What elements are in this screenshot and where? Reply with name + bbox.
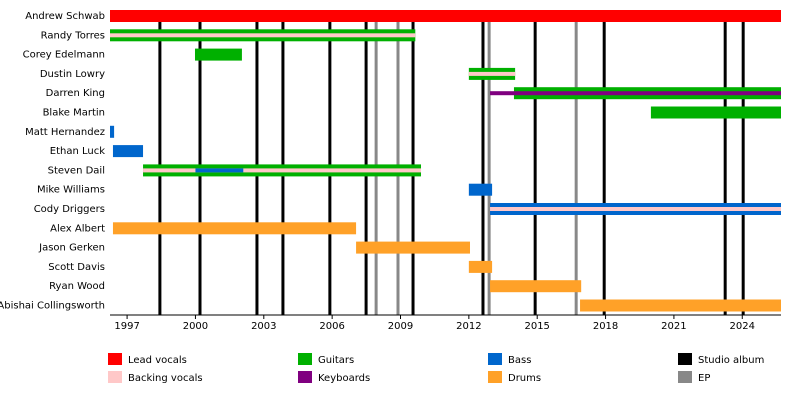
role-bar (110, 10, 781, 22)
role-bar (110, 125, 115, 138)
x-tick-label: 2015 (524, 321, 549, 332)
x-tick-label: 2006 (319, 321, 344, 332)
member-label: Scott Davis (48, 262, 105, 273)
legend-swatch (108, 371, 122, 383)
member-label: Jason Gerken (38, 243, 105, 254)
member-label: Steven Dail (48, 165, 105, 176)
x-tick-label: 2000 (183, 321, 208, 332)
role-bar (580, 299, 781, 312)
member-label: Ethan Luck (50, 146, 105, 157)
member-label: Randy Torres (41, 30, 105, 41)
legend-swatch (108, 353, 122, 365)
role-bar (110, 33, 416, 38)
member-label: Corey Edelmann (23, 50, 105, 61)
legend-label: Studio album (698, 355, 764, 366)
legend-swatch (298, 353, 312, 365)
x-tick-label: 2018 (593, 321, 618, 332)
x-tick-label: 2024 (730, 321, 755, 332)
role-bar (468, 183, 493, 196)
legend-label: Drums (508, 373, 541, 384)
legend-swatch (298, 371, 312, 383)
role-bar (195, 168, 244, 173)
member-label: Matt Hernandez (25, 127, 105, 138)
legend-swatch (678, 371, 692, 383)
member-label: Alex Albert (50, 223, 105, 234)
legend-label: EP (698, 373, 710, 384)
legend-label: Lead vocals (128, 355, 187, 366)
member-label: Abishai Collingsworth (0, 301, 105, 312)
role-bar (490, 207, 781, 211)
legend-swatch (488, 371, 502, 383)
role-bar (112, 145, 144, 158)
member-label: Ryan Wood (49, 281, 105, 292)
role-bar (650, 106, 781, 119)
legend-label: Bass (508, 355, 531, 366)
legend-label: Guitars (318, 355, 354, 366)
role-bar (194, 48, 242, 61)
role-bar (468, 260, 493, 273)
x-tick-label: 1997 (114, 321, 139, 332)
legend-swatch (678, 353, 692, 365)
member-label: Blake Martin (43, 108, 105, 119)
legend-label: Backing vocals (128, 373, 203, 384)
role-bar (468, 71, 516, 76)
legend-label: Keyboards (318, 373, 370, 384)
x-tick-label: 2012 (456, 321, 481, 332)
legend-swatch (488, 353, 502, 365)
member-label: Cody Driggers (34, 204, 105, 215)
role-bar (112, 222, 357, 235)
role-bar (143, 168, 422, 173)
role-bar (490, 91, 781, 96)
member-label: Darren King (46, 88, 105, 99)
x-tick-label: 2021 (661, 321, 686, 332)
x-tick-label: 2003 (251, 321, 276, 332)
member-label: Andrew Schwab (25, 11, 105, 22)
member-label: Mike Williams (37, 185, 105, 196)
member-label: Dustin Lowry (40, 69, 105, 80)
x-tick-label: 2009 (388, 321, 413, 332)
role-bar (356, 241, 470, 254)
role-bar (490, 280, 582, 293)
